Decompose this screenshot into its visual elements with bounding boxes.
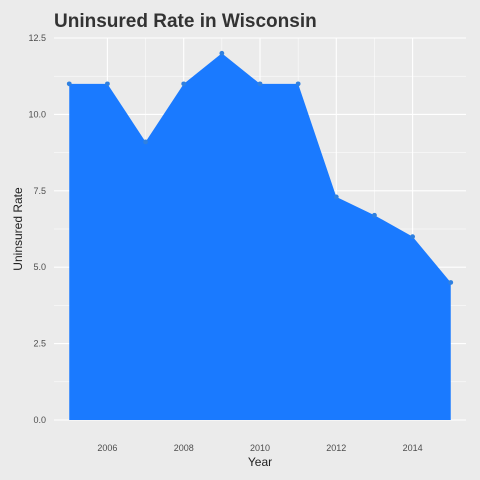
- data-point: [295, 81, 301, 87]
- data-point: [219, 50, 225, 56]
- data-point: [143, 139, 148, 145]
- x-tick-label: 2014: [403, 443, 423, 453]
- y-tick-label: 12.5: [28, 33, 46, 43]
- data-point: [105, 81, 110, 87]
- y-axis-ticks: 0.0 2.5 5.0 7.5 10.0 12.5: [28, 33, 46, 425]
- y-axis-label: Uninsured Rate: [11, 187, 25, 271]
- x-tick-label: 2012: [326, 443, 346, 453]
- area-series: [69, 53, 451, 420]
- x-tick-label: 2006: [97, 443, 117, 453]
- data-point: [66, 81, 72, 87]
- y-tick-label: 2.5: [33, 339, 46, 349]
- x-tick-label: 2008: [174, 443, 194, 453]
- y-tick-label: 5.0: [33, 262, 46, 272]
- x-axis-label: Year: [248, 455, 272, 469]
- data-point: [410, 234, 415, 240]
- x-axis-ticks: 2006 2008 2010 2012 2014: [97, 443, 422, 453]
- x-tick-label: 2010: [250, 443, 270, 453]
- y-tick-label: 0.0: [33, 415, 46, 425]
- y-tick-label: 7.5: [33, 186, 46, 196]
- data-point: [333, 194, 339, 200]
- chart-title: Uninsured Rate in Wisconsin: [54, 11, 317, 32]
- data-point: [181, 81, 187, 87]
- area-layer: [69, 53, 451, 420]
- y-tick-label: 10.0: [28, 109, 46, 119]
- data-point: [257, 81, 263, 87]
- data-point: [448, 280, 454, 285]
- points-layer: [66, 50, 454, 285]
- data-point: [372, 212, 377, 218]
